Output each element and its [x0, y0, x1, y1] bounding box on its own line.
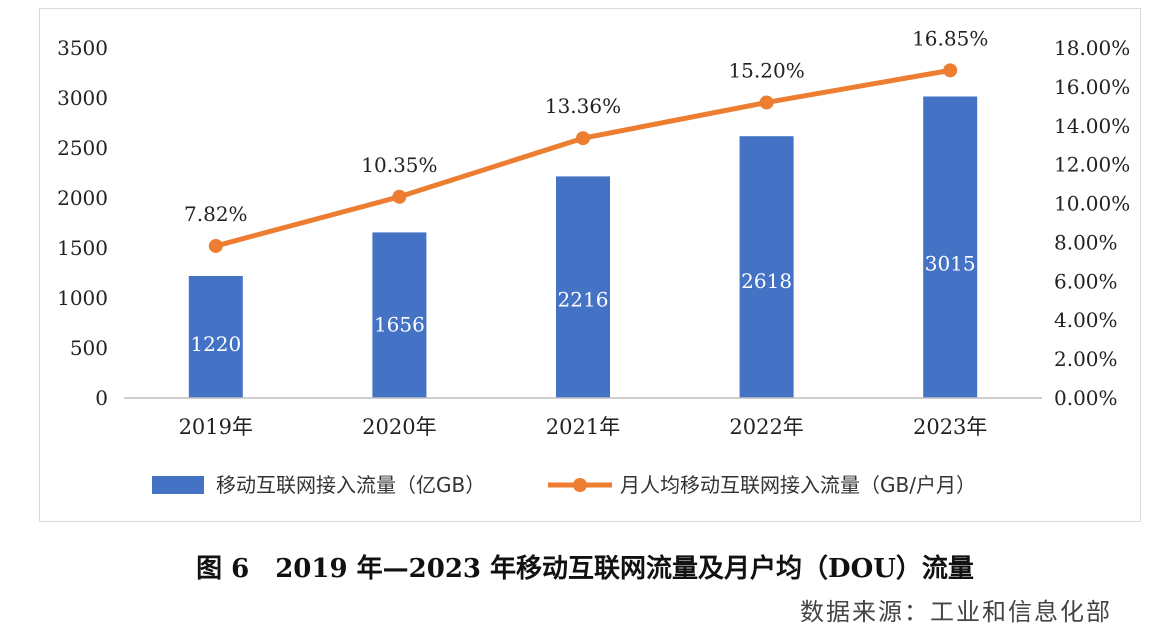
- line-point: [208, 238, 223, 253]
- bar-data-label: 1220: [190, 332, 241, 356]
- x-tick-label: 2021年: [546, 415, 620, 439]
- figure-caption: 图 6 2019 年—2023 年移动互联网流量及月户均（DOU）流量: [196, 554, 974, 584]
- chart-frame: 0 500 1000 1500 2000 2500 3000 3500 0.00% 2.00% 4.…: [39, 8, 1141, 522]
- y-left-tick-label: 2000: [57, 186, 108, 210]
- line-data-label: 15.20%: [728, 58, 804, 82]
- line-data-label: 10.35%: [361, 153, 437, 177]
- line-data-label: 13.36%: [545, 94, 621, 118]
- y-left-tick-label: 3000: [57, 86, 108, 110]
- bar: [739, 136, 794, 398]
- y-right-tick-label: 12.00%: [1054, 153, 1130, 177]
- legend-line-label: 月人均移动互联网接入流量（GB/户月）: [620, 473, 976, 497]
- line-point: [943, 63, 958, 78]
- bar: [556, 176, 610, 398]
- y-right-tick-label: 14.00%: [1054, 114, 1130, 138]
- y-right-tick-label: 6.00%: [1054, 269, 1118, 293]
- bar: [188, 276, 243, 398]
- bar-data-label: 3015: [925, 251, 976, 275]
- x-tick-label: 2022年: [729, 415, 803, 439]
- bar-data-label: 1656: [374, 312, 425, 336]
- y-right-tick-label: 0.00%: [1054, 386, 1118, 410]
- combo-chart: 0 500 1000 1500 2000 2500 3000 3500 0.00% 2.00% 4.…: [57, 26, 1130, 497]
- y-right-tick-label: 8.00%: [1054, 230, 1118, 254]
- y-left-tick-label: 1500: [57, 236, 108, 260]
- line-data-label: 7.82%: [184, 202, 248, 226]
- legend-bar-label: 移动互联网接入流量（亿GB）: [216, 473, 485, 497]
- line-point: [576, 131, 590, 146]
- bar-data-label: 2618: [741, 269, 792, 293]
- data-source: 数据来源：工业和信息化部: [800, 598, 1112, 626]
- legend-bar-swatch: [152, 476, 204, 494]
- y-right-tick-label: 4.00%: [1054, 308, 1118, 332]
- bar: [923, 96, 978, 398]
- x-tick-label: 2020年: [362, 415, 436, 439]
- y-left-tick-label: 2500: [57, 136, 108, 160]
- y-right-tick-label: 2.00%: [1054, 347, 1118, 371]
- line-point: [759, 95, 774, 110]
- y-left-tick-label: 500: [70, 336, 108, 360]
- legend-line-marker: [573, 478, 587, 492]
- y-right-tick-label: 18.00%: [1054, 36, 1130, 60]
- y-left-tick-label: 1000: [57, 286, 108, 310]
- line-data-label: 16.85%: [912, 26, 988, 50]
- y-left-tick-label: 0: [95, 386, 108, 410]
- y-right-tick-label: 16.00%: [1054, 75, 1130, 99]
- y-right-tick-label: 10.00%: [1054, 192, 1130, 216]
- bar-data-label: 2216: [558, 287, 609, 311]
- bar: [372, 232, 427, 398]
- x-tick-label: 2019年: [179, 415, 253, 439]
- line-point: [392, 189, 407, 204]
- x-tick-label: 2023年: [913, 415, 987, 439]
- y-left-tick-label: 3500: [57, 36, 108, 60]
